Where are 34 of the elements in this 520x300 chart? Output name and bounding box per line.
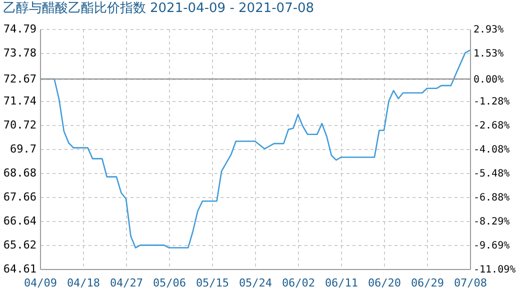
- y2-tick-label: 2.93%: [474, 24, 504, 36]
- y-tick-label: 67.66: [3, 190, 36, 204]
- y2-tick-label: -1.28%: [474, 96, 510, 108]
- x-tick-label: 06/02: [282, 276, 316, 290]
- y-tick-label: 74.79: [3, 22, 36, 36]
- y-tick-label: 69.7: [10, 142, 36, 156]
- x-tick-label: 06/20: [368, 276, 402, 290]
- y2-tick-label: -11.09%: [474, 264, 516, 276]
- chart-title: 乙醇与醋酸乙酯比价指数 2021-04-09 - 2021-07-08: [2, 1, 314, 16]
- x-tick-label: 07/08: [454, 276, 488, 290]
- x-tick-label: 06/29: [410, 276, 444, 290]
- y-tick-label: 64.61: [3, 262, 36, 276]
- y2-tick-label: 0.00%: [474, 74, 504, 86]
- x-tick-label: 04/09: [24, 276, 58, 290]
- x-tick-label: 04/18: [66, 276, 100, 290]
- y-tick-label: 66.64: [3, 214, 37, 228]
- y2-tick-label: -6.88%: [474, 192, 510, 204]
- y-tick-label: 68.68: [3, 166, 36, 180]
- y2-tick-label: 1.53%: [474, 48, 504, 60]
- x-tick-label: 05/24: [238, 276, 272, 290]
- y2-tick-label: -9.69%: [474, 240, 510, 252]
- y-tick-label: 71.74: [3, 94, 37, 108]
- y-tick-label: 65.62: [3, 238, 36, 252]
- y2-tick-label: -2.68%: [474, 120, 510, 132]
- x-tick-label: 04/27: [110, 276, 144, 290]
- y2-tick-label: -4.08%: [474, 144, 510, 156]
- x-tick-label: 06/11: [324, 276, 358, 290]
- y2-tick-label: -8.29%: [474, 216, 510, 228]
- x-tick-label: 05/15: [196, 276, 230, 290]
- y-tick-label: 70.72: [3, 118, 36, 132]
- y-tick-label: 72.67: [3, 72, 36, 86]
- y2-tick-label: -5.48%: [474, 168, 510, 180]
- y-tick-label: 73.78: [3, 46, 36, 60]
- x-tick-label: 05/06: [152, 276, 186, 290]
